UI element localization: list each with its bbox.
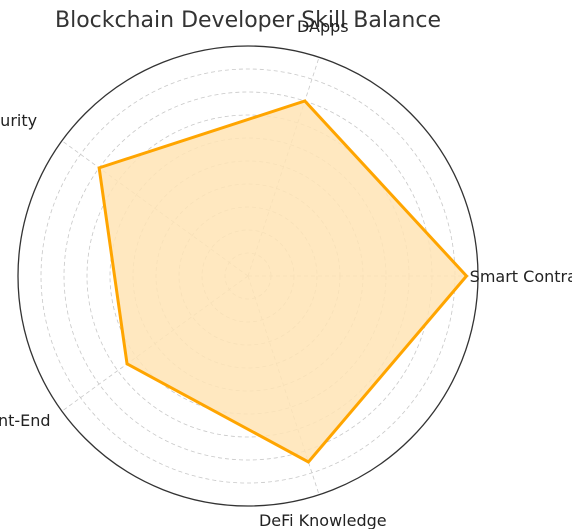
series-area — [99, 101, 467, 462]
outer-circle — [17, 45, 479, 507]
axis-label: Front-End — [0, 411, 51, 430]
series-outline — [97, 99, 469, 464]
axis-label: DeFi Knowledge — [259, 511, 387, 529]
axis-labels: Smart Contracts DApps Security Front-End DeF… — [0, 17, 572, 529]
chart-title: Blockchain Developer Skill Balance — [55, 8, 441, 33]
axis-label: DApps — [297, 17, 349, 36]
axis-label: Security — [0, 111, 37, 130]
axis-label: Smart Contracts — [470, 267, 572, 286]
radar-series-layer — [97, 99, 469, 464]
